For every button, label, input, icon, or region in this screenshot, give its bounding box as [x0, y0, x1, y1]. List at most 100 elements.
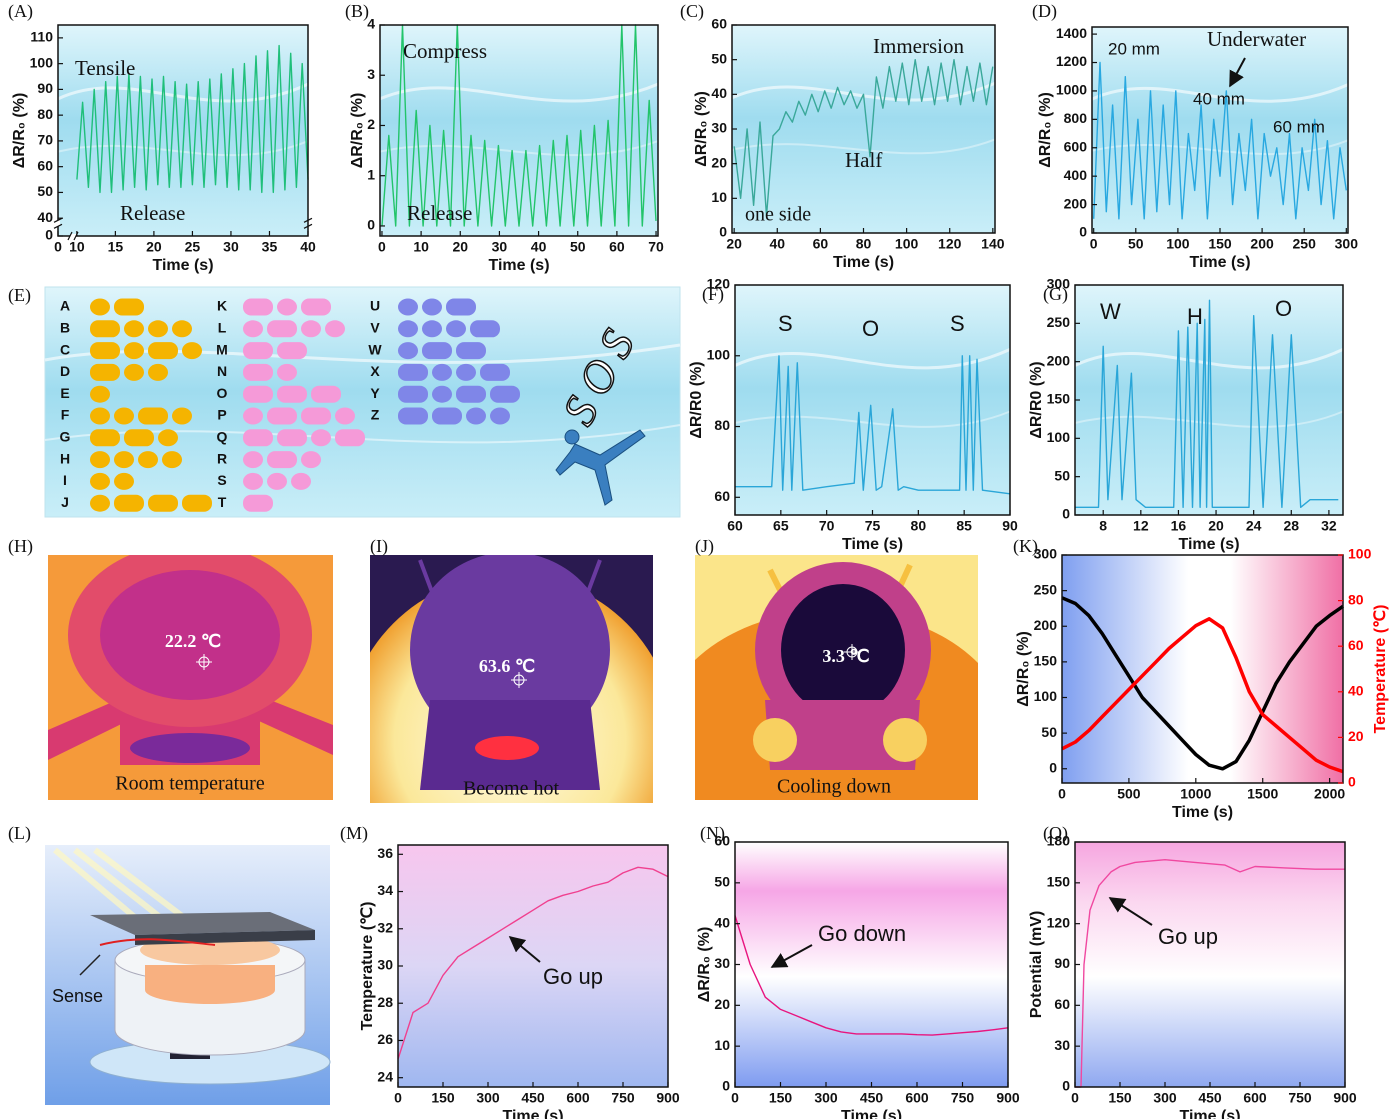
- x-tick-label: 15: [108, 239, 124, 255]
- morse-dash: [124, 429, 154, 447]
- annotation: Compress: [403, 39, 487, 63]
- y-tick-label: 28: [377, 994, 393, 1010]
- x-tick-label: 0: [54, 239, 62, 255]
- morse-dot: [325, 320, 345, 338]
- morse-dash: [267, 407, 297, 425]
- x-tick-label: 100: [1166, 236, 1190, 252]
- illustration: [45, 845, 331, 1105]
- data-line: [735, 355, 1011, 495]
- y-tick-label: 50: [1054, 467, 1070, 483]
- y-tick-label: 120: [707, 276, 731, 292]
- panel-label: (I): [370, 536, 388, 557]
- morse-dash: [148, 342, 178, 360]
- morse-dot: [90, 298, 110, 316]
- y-axis-title: ΔR/R0 (%): [1028, 361, 1045, 438]
- thermal-photo: [370, 555, 653, 803]
- x-tick-label: 90: [1002, 518, 1018, 534]
- plot-background: [1075, 842, 1345, 1087]
- morse-dash: [243, 298, 273, 316]
- morse-letter: R: [217, 450, 227, 466]
- morse-dot: [422, 298, 442, 316]
- data-line: [1061, 596, 1344, 771]
- diver: [555, 429, 646, 506]
- x-tick-label: 300: [476, 1090, 500, 1106]
- wave: [379, 82, 659, 103]
- data-line: [76, 44, 309, 194]
- morse-dot: [466, 407, 486, 425]
- morse-dash: [277, 385, 307, 403]
- x-tick-label: 8: [1099, 518, 1107, 534]
- x-tick-label: 300: [1153, 1090, 1177, 1106]
- morse-dot: [158, 429, 178, 447]
- y-axis-title: ΔR/R0 (%): [688, 361, 705, 438]
- morse-dash: [335, 429, 365, 447]
- x-tick-label: 120: [938, 236, 962, 252]
- y-tick-label: 250: [1047, 314, 1071, 330]
- morse-dot: [124, 342, 144, 360]
- y-tick-label: 50: [37, 183, 53, 199]
- morse-dot: [90, 407, 110, 425]
- panel-label: (D): [1032, 1, 1057, 22]
- y-axis-title: ΔR/R₀ (%): [1015, 631, 1032, 707]
- annotation: 60 mm: [1273, 117, 1325, 136]
- y-tick-label: 30: [714, 955, 730, 971]
- morse-dash: [243, 385, 273, 403]
- x-tick-label: 10: [413, 239, 429, 255]
- annotation: Go down: [818, 921, 906, 946]
- y-tick-label: 4: [367, 16, 375, 32]
- x-tick-label: 250: [1293, 236, 1317, 252]
- morse-dash: [277, 429, 307, 447]
- wave: [1091, 83, 1349, 103]
- x-tick-label: 60: [609, 239, 625, 255]
- x-tick-label: 20: [726, 236, 742, 252]
- x-tick-label: 1500: [1247, 786, 1278, 802]
- x-tick-label: 28: [1283, 518, 1299, 534]
- x-tick-label: 50: [570, 239, 586, 255]
- morse-dot: [301, 320, 321, 338]
- y-tick-label: 20: [711, 154, 727, 170]
- x-tick-label: 300: [1335, 236, 1359, 252]
- annotation: S: [950, 311, 965, 336]
- morse-dash: [243, 429, 273, 447]
- morse-dash: [311, 385, 341, 403]
- y-tick-label: 110: [30, 29, 53, 45]
- x-tick-label: 150: [1208, 236, 1232, 252]
- x-tick-label: 2000: [1314, 786, 1345, 802]
- x-axis-title: Time (s): [841, 1108, 902, 1119]
- x-tick-label: 200: [1250, 236, 1274, 252]
- morse-dot: [277, 298, 297, 316]
- data-line: [1061, 617, 1344, 774]
- y2-axis-title: Temperature (℃): [1372, 605, 1389, 734]
- x-tick-label: 60: [813, 236, 829, 252]
- y-tick-label: 200: [1047, 352, 1071, 368]
- morse-dot: [432, 385, 452, 403]
- wave: [57, 82, 309, 103]
- morse-dash: [90, 342, 120, 360]
- y-tick-label: 0: [1062, 506, 1070, 522]
- x-tick-label: 900: [656, 1090, 680, 1106]
- y-tick-label: 120: [1047, 914, 1071, 930]
- annotation: Go up: [543, 964, 603, 989]
- x-tick-label: 70: [648, 239, 664, 255]
- y-tick-label: 600: [1064, 138, 1088, 154]
- morse-dot: [243, 472, 263, 490]
- x-axis-title: Time (s): [1179, 1108, 1240, 1119]
- y-axis-title: Potential (mV): [1028, 911, 1045, 1019]
- x-tick-label: 450: [860, 1090, 884, 1106]
- x-tick-label: 80: [911, 518, 927, 534]
- x-tick-label: 16: [1171, 518, 1187, 534]
- wave: [731, 81, 996, 102]
- y-tick-label: 30: [1054, 1037, 1070, 1053]
- morse-dot: [90, 451, 110, 469]
- crosshair: [196, 654, 212, 670]
- data-line: [381, 24, 657, 227]
- morse-dot: [335, 407, 355, 425]
- morse-dot: [490, 407, 510, 425]
- x-tick-label: 150: [431, 1090, 455, 1106]
- morse-dash: [243, 494, 273, 512]
- thermal-photo: [48, 555, 333, 800]
- morse-dash: [480, 363, 510, 381]
- x-tick-label: 450: [521, 1090, 545, 1106]
- y-tick-label: 0: [722, 1078, 730, 1094]
- morse-dash: [182, 494, 212, 512]
